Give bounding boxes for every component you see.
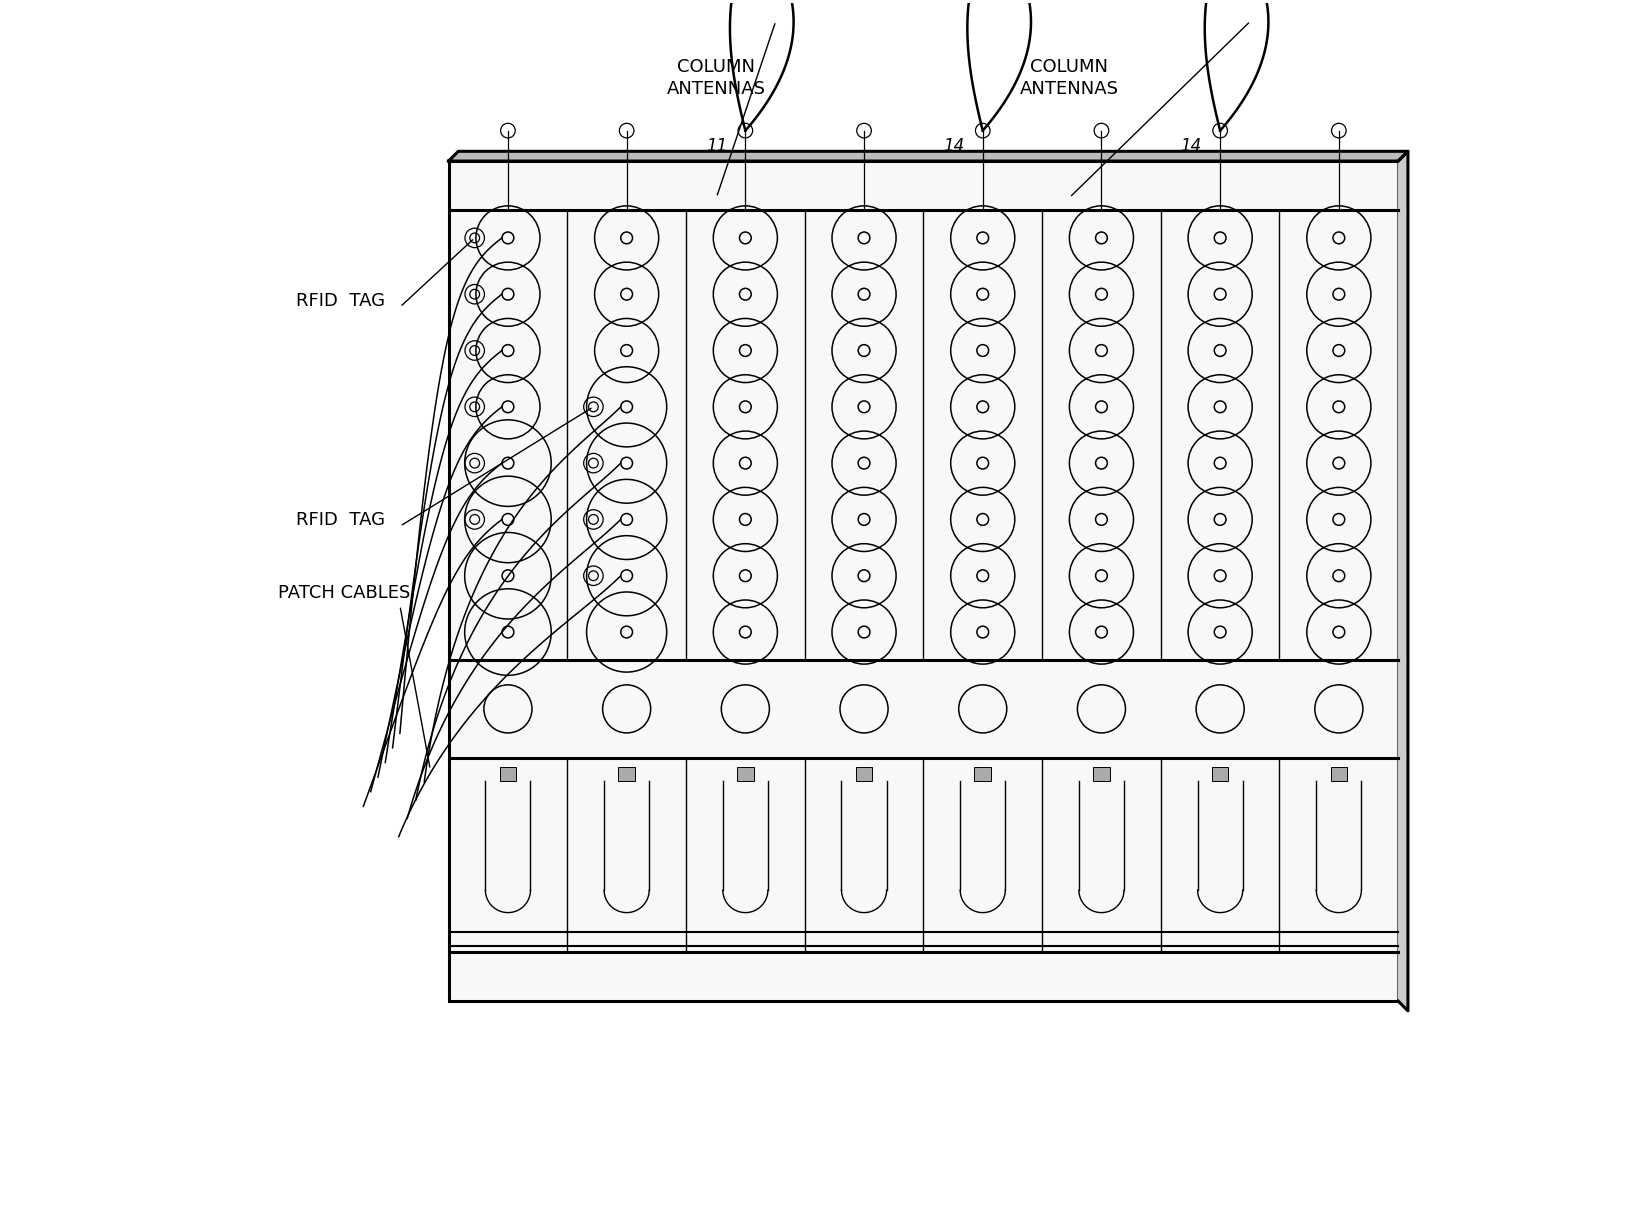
Bar — [975, 767, 991, 781]
Bar — [1094, 767, 1110, 781]
Text: PATCH CABLES: PATCH CABLES — [278, 585, 411, 602]
Text: 11: 11 — [705, 137, 727, 155]
Text: RFID  TAG: RFID TAG — [296, 292, 385, 311]
Bar — [737, 767, 753, 781]
Text: COLUMN
ANTENNAS: COLUMN ANTENNAS — [1019, 57, 1118, 98]
Polygon shape — [449, 152, 1408, 161]
Bar — [449, 161, 1398, 1002]
Bar — [856, 767, 872, 781]
Bar — [1330, 767, 1346, 781]
Text: 14: 14 — [943, 137, 965, 155]
Bar — [499, 767, 517, 781]
Text: 14: 14 — [1181, 137, 1203, 155]
Text: RFID  TAG: RFID TAG — [296, 511, 385, 530]
Polygon shape — [1398, 152, 1408, 1011]
Text: COLUMN
ANTENNAS: COLUMN ANTENNAS — [667, 57, 767, 98]
Bar — [1213, 767, 1229, 781]
Bar — [618, 767, 634, 781]
